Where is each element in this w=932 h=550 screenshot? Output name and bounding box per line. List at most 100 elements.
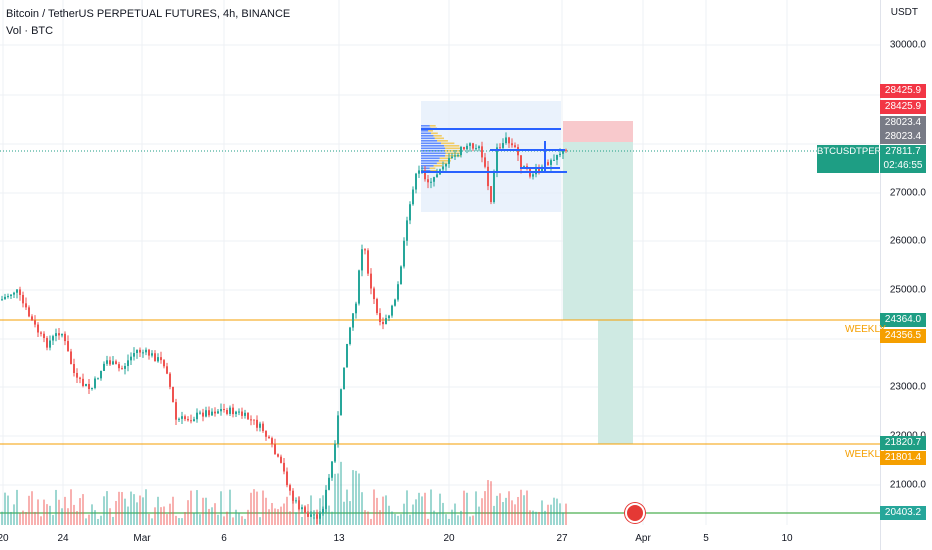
volume-bar <box>115 500 117 525</box>
candle-body <box>514 145 516 148</box>
volume-bar <box>289 511 291 525</box>
profile-bar <box>445 147 462 150</box>
volume-bar <box>508 491 510 525</box>
candle-body <box>373 288 375 300</box>
candle-body <box>310 514 312 517</box>
price-tick: 26000.0 <box>889 235 926 247</box>
volume-bar <box>400 514 402 525</box>
candle-body <box>430 181 432 183</box>
volume-bar <box>109 508 111 525</box>
volume-bar <box>4 492 6 525</box>
volume-bar <box>382 496 384 525</box>
candle-body <box>334 443 336 462</box>
weekly-lower-price-tag: 21820.7 <box>880 436 926 450</box>
volume-bar <box>361 492 363 525</box>
candle-body <box>301 507 303 510</box>
candle-body <box>133 353 135 357</box>
volume-bar <box>196 490 198 525</box>
price-tag-entry: 28023.4 <box>880 116 926 130</box>
volume-bar <box>448 518 450 525</box>
time-label: 13 <box>333 533 345 544</box>
candle-body <box>91 387 93 389</box>
candle-body <box>385 318 387 325</box>
candle-body <box>94 378 96 388</box>
volume-bar <box>28 495 30 525</box>
candle-body <box>148 349 150 356</box>
time-label: Mar <box>133 533 151 544</box>
volume-bar <box>154 507 156 525</box>
candle-body <box>331 461 333 478</box>
candle-body <box>415 173 417 190</box>
candle-body <box>16 289 18 293</box>
candle-body <box>433 177 435 182</box>
chart-title: Bitcoin / TetherUS PERPETUAL FUTURES, 4h… <box>6 8 291 20</box>
weekly-label-upper: WEEKLY <box>845 324 886 335</box>
volume-bar <box>229 489 231 525</box>
candle-body <box>289 485 291 491</box>
volume-bar <box>160 507 162 525</box>
candle-body <box>190 420 192 422</box>
volume-bar <box>13 504 15 525</box>
candle-body <box>55 333 57 337</box>
volume-bar <box>250 492 252 525</box>
profile-bar <box>429 125 436 127</box>
volume-bar <box>208 508 210 525</box>
profile-bar <box>444 145 460 147</box>
volume-bar <box>43 499 45 525</box>
candle-body <box>1 299 3 301</box>
us-economic-event-icon[interactable] <box>625 503 645 523</box>
profile-bar <box>421 135 434 137</box>
volume-bar <box>175 515 177 525</box>
volume-bar <box>328 505 330 525</box>
profile-bar <box>445 155 462 157</box>
price-axis[interactable]: USDT 30000.0 27000.0 26000.0 25000.0 230… <box>880 0 932 550</box>
candle-body <box>403 240 405 267</box>
candle-body <box>382 321 384 325</box>
profile-bar <box>421 155 446 157</box>
volume-bar <box>517 496 519 525</box>
candle-body <box>52 336 54 341</box>
candle-body <box>157 357 159 362</box>
candle-body <box>109 360 111 365</box>
volume-bar <box>385 495 387 525</box>
candle-body <box>271 438 273 445</box>
profile-bar <box>421 125 430 127</box>
candle-body <box>130 356 132 361</box>
volume-bar <box>244 518 246 525</box>
volume-bar <box>100 515 102 525</box>
volume-bar <box>202 497 204 525</box>
candle-body <box>238 411 240 413</box>
candle-body <box>520 155 522 169</box>
profile-bar <box>431 132 438 135</box>
candle-body <box>367 250 369 274</box>
candle-body <box>19 289 21 295</box>
candle-body <box>496 147 498 173</box>
profile-bar <box>421 162 437 165</box>
stop-loss-zone <box>563 121 633 142</box>
candle-body <box>277 454 279 457</box>
candle-body <box>379 313 381 322</box>
candle-body <box>187 419 189 421</box>
volume-bar <box>406 490 408 525</box>
candle-body <box>346 343 348 368</box>
candle-body <box>454 155 456 157</box>
price-chart[interactable] <box>0 0 880 550</box>
candle-body <box>61 333 63 336</box>
candle-body <box>85 384 87 386</box>
volume-indicator-label[interactable]: Vol · BTC <box>6 25 54 37</box>
time-label: 20 <box>0 533 9 544</box>
candle-body <box>118 364 120 369</box>
volume-bar <box>535 511 537 525</box>
volume-bar <box>112 516 114 525</box>
volume-bar <box>286 496 288 525</box>
volume-bar <box>61 508 63 525</box>
price-tick: 21000.0 <box>889 479 926 491</box>
candle-body <box>235 411 237 415</box>
volume-bar <box>85 518 87 525</box>
candle-body <box>292 490 294 501</box>
candle-body <box>376 299 378 314</box>
volume-bar <box>124 498 126 525</box>
profile-bar <box>421 145 445 147</box>
volume-bar <box>184 512 186 525</box>
candle-body <box>286 471 288 486</box>
